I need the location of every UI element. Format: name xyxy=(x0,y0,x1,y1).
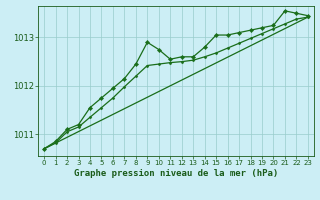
X-axis label: Graphe pression niveau de la mer (hPa): Graphe pression niveau de la mer (hPa) xyxy=(74,169,278,178)
